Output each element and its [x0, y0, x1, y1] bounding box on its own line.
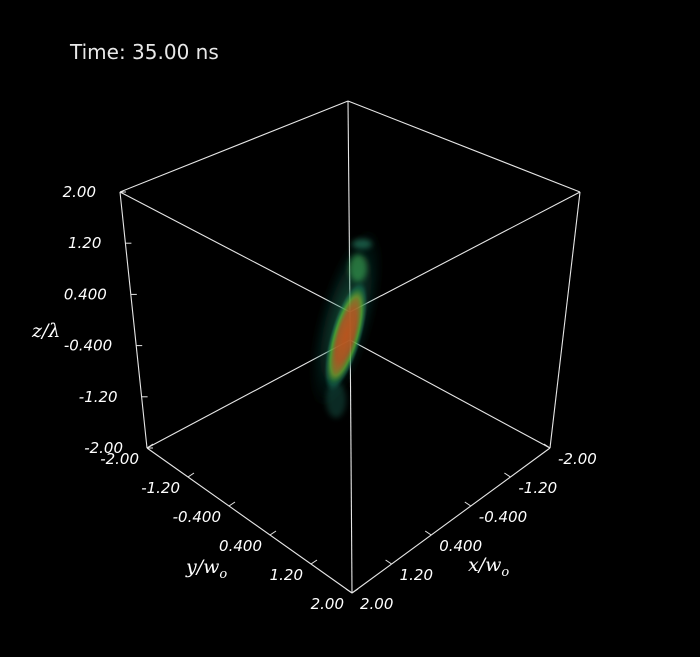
frame-edge: [119, 100, 349, 193]
frame-edge: [146, 447, 353, 594]
x-axis-tick-label: 0.400: [439, 537, 482, 555]
y-axis-tick-mark: [269, 530, 277, 536]
y-axis-tick-label: -1.20: [141, 479, 180, 497]
x-axis-tick-label: 2.00: [360, 595, 393, 613]
blob-lower-tail: [326, 382, 346, 418]
frame-edge: [351, 447, 551, 594]
frame-edge: [349, 191, 581, 313]
x-axis-tick-label: -1.20: [518, 479, 557, 497]
z-axis-tick-label: 1.20: [68, 234, 101, 252]
y-axis-tick-mark: [228, 501, 236, 507]
y-axis-tick-label: -0.400: [173, 508, 221, 526]
z-axis-tick-label: 2.00: [63, 183, 96, 201]
x-axis-tick-mark: [504, 472, 511, 478]
frame-edge: [347, 100, 581, 193]
y-axis-tick-mark: [351, 588, 359, 594]
volume-blob: [308, 226, 384, 418]
x-axis-tick-label: -2.00: [558, 450, 597, 468]
z-axis-title: z/λ: [31, 320, 60, 342]
y-axis-title: y/wo: [185, 556, 227, 582]
blob-core-inner: [331, 293, 361, 379]
frame-edge: [549, 191, 581, 449]
y-axis-tick-label: 0.400: [219, 537, 262, 555]
x-axis-title-sub: o: [501, 565, 509, 580]
z-axis-tick-label: -0.400: [64, 337, 112, 355]
x-axis-title-base: x/w: [468, 554, 501, 576]
y-axis-tick-mark: [310, 559, 318, 565]
y-axis-tick-label: 1.20: [270, 566, 303, 584]
y-axis-tick-label: -2.00: [100, 450, 139, 468]
x-axis-tick-mark: [424, 530, 432, 536]
y-axis-tick-label: 2.00: [311, 595, 344, 613]
y-axis-tick-mark: [187, 472, 195, 478]
x-axis-title: x/wo: [468, 554, 509, 580]
x-axis-tick-mark: [543, 443, 551, 449]
x-axis-tick-mark: [464, 501, 472, 507]
frame-edge: [119, 191, 148, 449]
x-axis-tick-label: -0.400: [479, 508, 527, 526]
z-axis-tick-label: -1.20: [79, 388, 118, 406]
blob-upper: [349, 254, 367, 282]
x-axis-tick-mark: [385, 559, 392, 565]
frame-edge: [349, 339, 551, 449]
y-axis-tick-mark: [146, 443, 154, 449]
y-axis-title-base: y/w: [185, 556, 219, 578]
time-label: Time: 35.00 ns: [70, 40, 219, 64]
x-axis-ticks: -2.00-1.20 -0.400 0.400 1.20 2.00: [345, 443, 597, 613]
y-axis-title-sub: o: [219, 567, 227, 582]
blob-top-wisp: [352, 239, 372, 249]
x-axis-tick-label: 1.20: [400, 566, 433, 584]
y-axis-ticks: -2.00-1.20 -0.400 0.400 1.20 2.00: [100, 443, 359, 613]
x-axis-tick-mark: [345, 588, 353, 594]
z-axis-ticks: 2.00 1.20 0.400 -0.400 -1.20 -2.00: [63, 183, 153, 457]
frame-edge: [119, 191, 351, 313]
z-axis-tick-label: 0.400: [64, 285, 107, 303]
z-axis-tick-label: -2.00: [84, 439, 123, 457]
